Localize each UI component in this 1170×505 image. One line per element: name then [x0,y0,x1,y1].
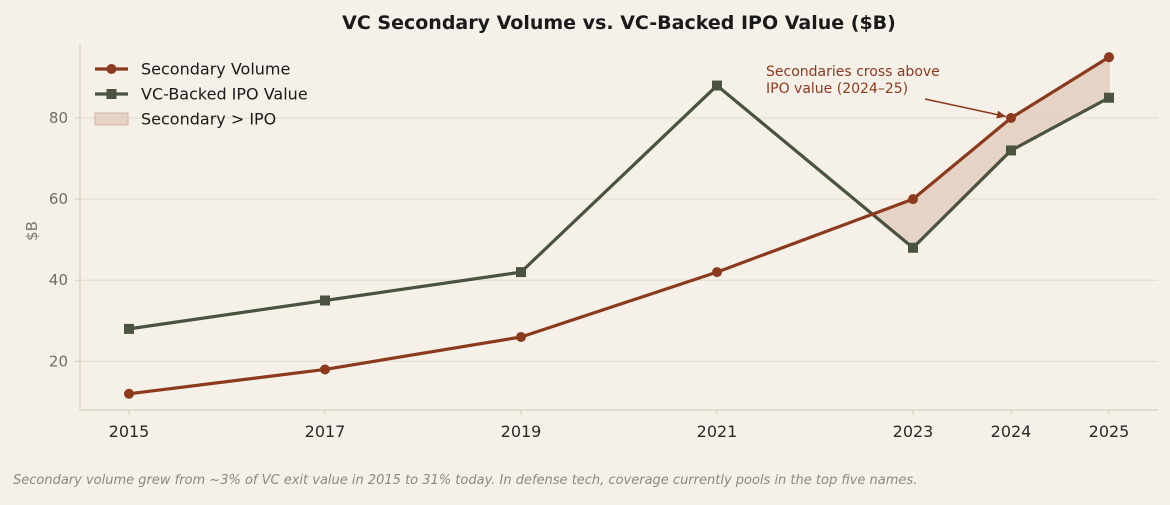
data-point-secondary [1104,52,1114,63]
x-tick-label: 2023 [893,422,934,441]
chart-title: VC Secondary Volume vs. VC-Backed IPO Va… [342,12,896,34]
legend-label-ipo: VC-Backed IPO Value [141,85,308,104]
y-tick-label: 80 [49,109,68,127]
legend: Secondary Volume VC-Backed IPO Value Secon… [94,60,308,129]
data-point-secondary [320,364,330,375]
legend-marker-ipo [106,89,117,99]
annotation-text: IPO value (2024–25) [766,81,908,97]
data-point-secondary [712,267,722,278]
data-point-ipo [908,242,918,253]
x-tick-label: 2019 [501,422,542,441]
data-point-ipo [712,80,722,91]
legend-marker-secondary [106,64,117,74]
data-point-secondary [124,388,134,399]
x-tick-label: 2025 [1089,422,1130,441]
legend-swatch-fill [94,112,129,126]
x-tick-label: 2017 [305,422,346,441]
data-point-ipo [1006,145,1016,156]
annotation-arrow-head [996,110,1006,119]
data-point-ipo [516,267,526,278]
data-point-ipo [124,323,134,334]
x-tick-label: 2015 [109,422,150,441]
data-point-secondary [908,194,918,205]
data-point-ipo [1104,92,1114,103]
data-point-secondary [1006,113,1016,123]
x-tick-label: 2024 [991,422,1032,441]
y-tick-label: 20 [49,352,68,370]
annotation-arrow-line [924,98,1007,118]
y-tick-label: 60 [49,190,68,208]
y-tick-label: 40 [49,271,68,289]
data-point-ipo [320,295,330,306]
annotation-text: Secondaries cross above [766,64,940,80]
caption: Secondary volume grew from ~3% of VC exi… [13,473,918,488]
data-point-secondary [516,332,526,342]
x-tick-label: 2021 [697,422,738,441]
y-axis-label: $B [23,221,41,241]
legend-label-secondary: Secondary Volume [141,60,290,79]
legend-label-fill: Secondary > IPO [141,110,276,129]
